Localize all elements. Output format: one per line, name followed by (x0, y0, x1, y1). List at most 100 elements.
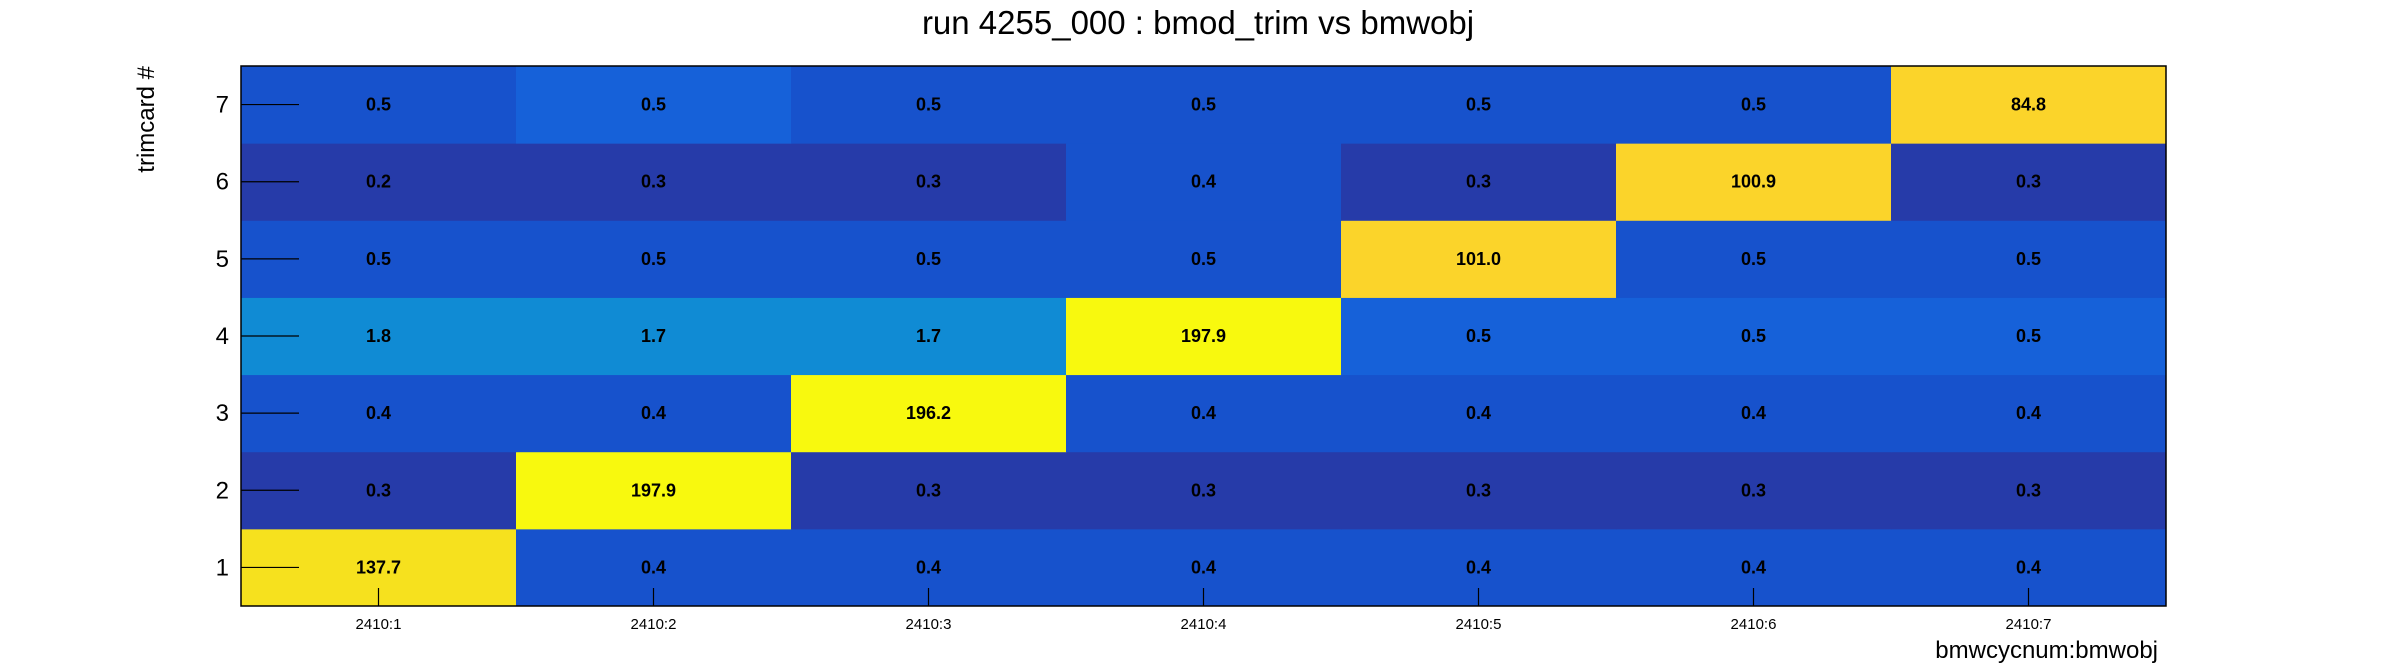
heatmap-cell (791, 220, 1067, 298)
y-tick-label: 2 (216, 477, 229, 504)
y-tick-label: 4 (216, 323, 229, 350)
x-tick-label: 2410:4 (1181, 616, 1227, 633)
cell-value-label: 84.8 (2011, 95, 2046, 115)
cell-value-label: 1.7 (916, 326, 941, 346)
cell-value-label: 0.5 (1191, 95, 1216, 115)
cell-value-label: 1.8 (366, 326, 391, 346)
x-axis-title: bmwcycnum:bmwobj (1935, 637, 2158, 664)
x-tick-label: 2410:3 (906, 616, 952, 633)
cell-value-label: 0.3 (916, 172, 941, 192)
cell-value-label: 0.5 (1466, 326, 1491, 346)
heatmap-cell (516, 297, 792, 376)
heatmap-cell (1891, 374, 2167, 453)
cell-value-label: 100.9 (1731, 172, 1776, 192)
x-tick-label: 2410:2 (631, 616, 677, 633)
y-tick-label: 6 (216, 169, 229, 196)
heatmap-cell (516, 66, 792, 144)
heatmap-cell (1891, 451, 2167, 530)
heatmap-cell (516, 220, 792, 298)
heatmap-cell (516, 143, 792, 221)
heatmap-cell (1341, 451, 1617, 530)
chart-title: run 4255_000 : bmod_trim vs bmwobj (922, 4, 1474, 41)
heatmap-cell (791, 374, 1067, 453)
heatmap-cell (516, 374, 792, 453)
x-tick-label: 2410:6 (1731, 616, 1777, 633)
cell-value-label: 0.5 (1191, 249, 1216, 269)
y-axis-title: trimcard # (133, 65, 160, 172)
cell-value-label: 0.4 (916, 557, 941, 577)
x-tick-label: 2410:7 (2006, 616, 2052, 633)
cell-value-label: 137.7 (356, 557, 401, 577)
cell-value-label: 0.3 (1466, 480, 1491, 500)
cell-value-label: 0.5 (366, 95, 391, 115)
heatmap-cell (1066, 220, 1342, 298)
heatmap-cell (1616, 220, 1892, 298)
cell-value-label: 0.3 (916, 480, 941, 500)
heatmap-cell (1616, 374, 1892, 453)
heatmap-cell (1891, 143, 2167, 221)
cell-value-label: 0.5 (916, 95, 941, 115)
cell-value-label: 0.3 (641, 172, 666, 192)
cell-value-label: 0.4 (1466, 557, 1491, 577)
heatmap-cell (1066, 374, 1342, 453)
cell-value-label: 0.4 (1191, 172, 1216, 192)
heatmap-cell (1616, 451, 1892, 530)
heatmap-cell (1891, 220, 2167, 298)
y-tick-label: 7 (216, 92, 229, 119)
heatmap-cell (516, 451, 792, 530)
cell-value-label: 0.4 (1191, 403, 1216, 423)
heatmap-cell (1066, 66, 1342, 144)
x-tick-label: 2410:1 (356, 616, 402, 633)
heatmap-cell (1066, 451, 1342, 530)
cell-value-label: 197.9 (631, 480, 676, 500)
heatmap-cell (791, 451, 1067, 530)
heatmap-cell (791, 297, 1067, 376)
y-tick-label: 1 (216, 554, 229, 581)
cell-value-label: 0.5 (366, 249, 391, 269)
heatmap-cell-labels: 137.7 0.4 0.4 0.4 0.4 0.4 0.4 0.3 197.9 0.3 0.3 0.3… (356, 95, 2046, 578)
heatmap-cell (1066, 297, 1342, 376)
x-tick-label: 2410:5 (1456, 616, 1502, 633)
heatmap-cell (1341, 143, 1617, 221)
heatmap-cell (1341, 297, 1617, 376)
cell-value-label: 0.5 (1466, 95, 1491, 115)
cell-value-label: 0.4 (1466, 403, 1491, 423)
y-axis: 1 2 3 4 5 6 7 (216, 92, 299, 581)
cell-value-label: 0.4 (2016, 557, 2041, 577)
heatmap-cell (1616, 66, 1892, 144)
cell-value-label: 0.5 (2016, 249, 2041, 269)
heatmap-cell (791, 66, 1067, 144)
cell-value-label: 0.3 (2016, 172, 2041, 192)
heatmap-cell (791, 143, 1067, 221)
cell-value-label: 0.2 (366, 172, 391, 192)
cell-value-label: 0.3 (366, 480, 391, 500)
cell-value-label: 0.4 (641, 403, 666, 423)
cell-value-label: 0.3 (1466, 172, 1491, 192)
cell-value-label: 0.4 (1191, 557, 1216, 577)
cell-value-label: 0.3 (1741, 480, 1766, 500)
x-axis: 2410:1 2410:2 2410:3 2410:4 2410:5 2410:6 2410… (356, 588, 2052, 633)
cell-value-label: 0.5 (1741, 95, 1766, 115)
heatmap-cell (1341, 220, 1617, 298)
cell-value-label: 1.7 (641, 326, 666, 346)
cell-value-label: 101.0 (1456, 249, 1501, 269)
cell-value-label: 0.3 (1191, 480, 1216, 500)
heatmap-cell (1891, 66, 2167, 144)
heatmap-cell (1616, 143, 1892, 221)
cell-value-label: 0.5 (916, 249, 941, 269)
heatmap-cells (241, 66, 2167, 607)
heatmap-cell (1341, 374, 1617, 453)
cell-value-label: 0.4 (366, 403, 391, 423)
cell-value-label: 0.5 (641, 249, 666, 269)
cell-value-label: 0.5 (641, 95, 666, 115)
cell-value-label: 0.3 (2016, 480, 2041, 500)
cell-value-label: 0.5 (1741, 249, 1766, 269)
heatmap-cell (1066, 143, 1342, 221)
y-tick-label: 3 (216, 400, 229, 427)
heatmap-cell (1891, 297, 2167, 376)
cell-value-label: 0.4 (1741, 557, 1766, 577)
heatmap-cell (1341, 66, 1617, 144)
cell-value-label: 0.5 (1741, 326, 1766, 346)
cell-value-label: 0.4 (641, 557, 666, 577)
cell-value-label: 0.4 (1741, 403, 1766, 423)
